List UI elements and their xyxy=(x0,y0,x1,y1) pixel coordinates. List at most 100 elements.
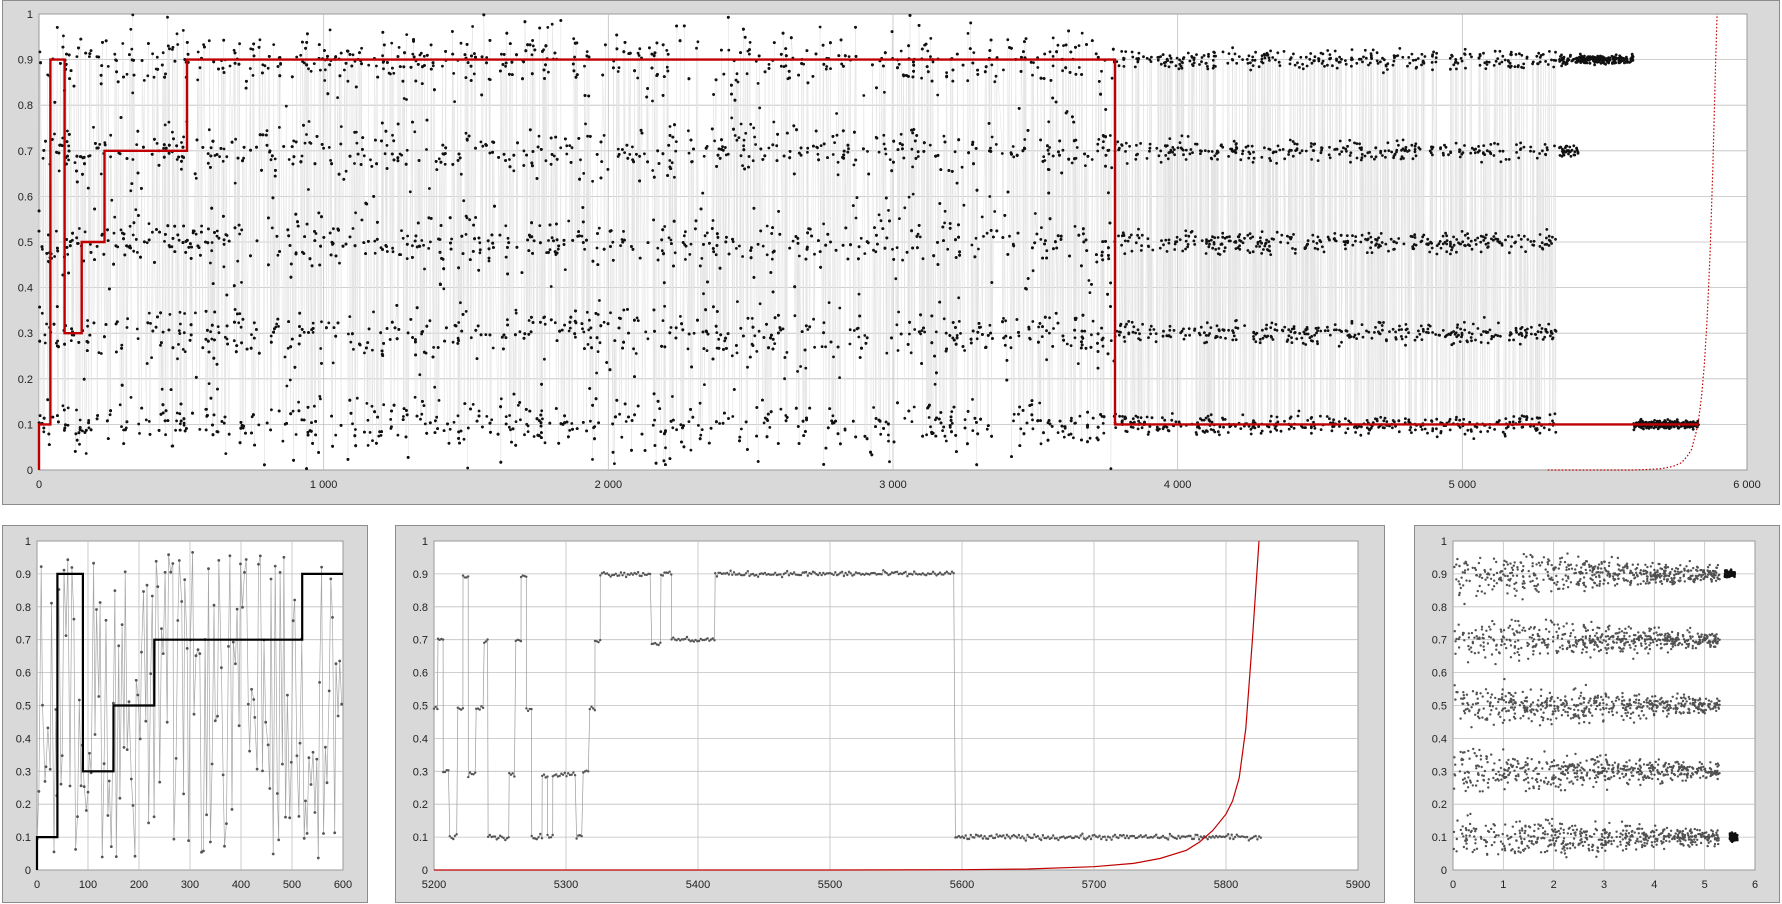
data-point xyxy=(673,175,676,179)
data-point xyxy=(903,416,907,420)
data-point xyxy=(215,362,219,366)
data-point xyxy=(428,421,432,425)
data-point xyxy=(45,322,48,326)
data-point xyxy=(378,430,381,434)
data-point xyxy=(643,152,646,156)
data-point xyxy=(373,251,377,255)
data-point xyxy=(210,249,214,253)
data-point xyxy=(67,133,71,136)
data-point xyxy=(405,148,409,152)
data-point xyxy=(288,244,292,247)
data-point xyxy=(466,61,470,64)
data-point xyxy=(115,320,119,324)
data-point xyxy=(785,351,789,354)
data-point xyxy=(308,141,312,144)
data-point xyxy=(1111,47,1115,51)
data-point xyxy=(694,227,697,231)
data-point xyxy=(854,158,858,162)
data-point xyxy=(42,430,46,434)
data-point xyxy=(646,241,650,245)
data-point xyxy=(971,140,975,144)
data-point xyxy=(814,52,818,56)
data-point xyxy=(715,331,719,334)
data-point xyxy=(742,144,745,148)
data-point xyxy=(431,355,435,359)
data-point xyxy=(210,337,214,341)
data-point xyxy=(816,146,819,150)
data-point xyxy=(865,336,869,340)
data-point xyxy=(899,132,903,136)
data-point xyxy=(1084,346,1088,350)
data-point xyxy=(616,147,620,151)
data-point xyxy=(459,429,463,433)
data-point xyxy=(176,357,179,361)
data-point xyxy=(322,146,325,150)
data-point xyxy=(615,398,619,402)
data-point xyxy=(1067,433,1071,437)
data-point xyxy=(366,418,370,422)
data-point xyxy=(1051,345,1055,348)
data-point xyxy=(879,219,883,223)
data-point xyxy=(269,340,273,344)
data-point xyxy=(1062,435,1066,439)
data-point xyxy=(931,60,935,64)
data-point xyxy=(400,229,403,233)
data-point xyxy=(720,138,723,142)
data-point xyxy=(286,228,290,232)
data-point xyxy=(130,182,134,186)
data-point xyxy=(531,150,535,153)
data-point xyxy=(315,135,319,138)
data-point xyxy=(663,225,667,228)
data-point xyxy=(892,160,895,164)
data-point xyxy=(756,460,760,463)
data-point xyxy=(1078,414,1082,418)
data-point xyxy=(636,51,640,55)
data-point xyxy=(63,428,66,432)
data-point xyxy=(69,69,73,72)
data-point xyxy=(207,382,211,385)
x-tick-label: 2 000 xyxy=(595,479,623,491)
data-point xyxy=(473,52,476,55)
data-point xyxy=(59,143,63,147)
data-point xyxy=(567,219,571,223)
data-point xyxy=(1100,338,1104,342)
x-tick-label: 6 000 xyxy=(1733,479,1761,491)
data-point xyxy=(344,169,348,173)
data-point xyxy=(617,153,621,156)
data-point xyxy=(140,406,144,410)
data-point xyxy=(672,264,675,268)
data-point xyxy=(745,72,749,76)
data-point xyxy=(409,318,413,321)
data-point xyxy=(418,53,422,57)
data-point xyxy=(717,346,721,350)
data-point xyxy=(739,326,743,330)
data-point xyxy=(353,130,357,134)
data-point xyxy=(119,228,123,232)
data-point xyxy=(304,46,307,50)
data-point xyxy=(109,155,112,159)
data-point xyxy=(182,331,186,335)
data-point xyxy=(66,423,70,427)
data-point xyxy=(373,239,377,243)
data-point xyxy=(793,314,797,318)
data-point xyxy=(1086,440,1089,444)
data-point xyxy=(180,141,183,144)
data-point xyxy=(420,82,424,85)
data-point xyxy=(553,51,557,55)
y-tick-label: 0.7 xyxy=(18,146,33,158)
data-point xyxy=(616,155,620,158)
data-point xyxy=(925,433,928,437)
data-point xyxy=(915,134,919,137)
data-point xyxy=(182,135,186,139)
data-point xyxy=(894,277,898,281)
data-point xyxy=(171,46,175,49)
data-point xyxy=(233,61,237,65)
data-point xyxy=(118,403,122,407)
data-point xyxy=(822,321,826,325)
data-point xyxy=(651,423,655,427)
data-point xyxy=(380,139,383,143)
data-point xyxy=(443,339,446,343)
data-point xyxy=(898,217,901,221)
data-point xyxy=(1040,335,1044,338)
data-point xyxy=(859,236,863,240)
